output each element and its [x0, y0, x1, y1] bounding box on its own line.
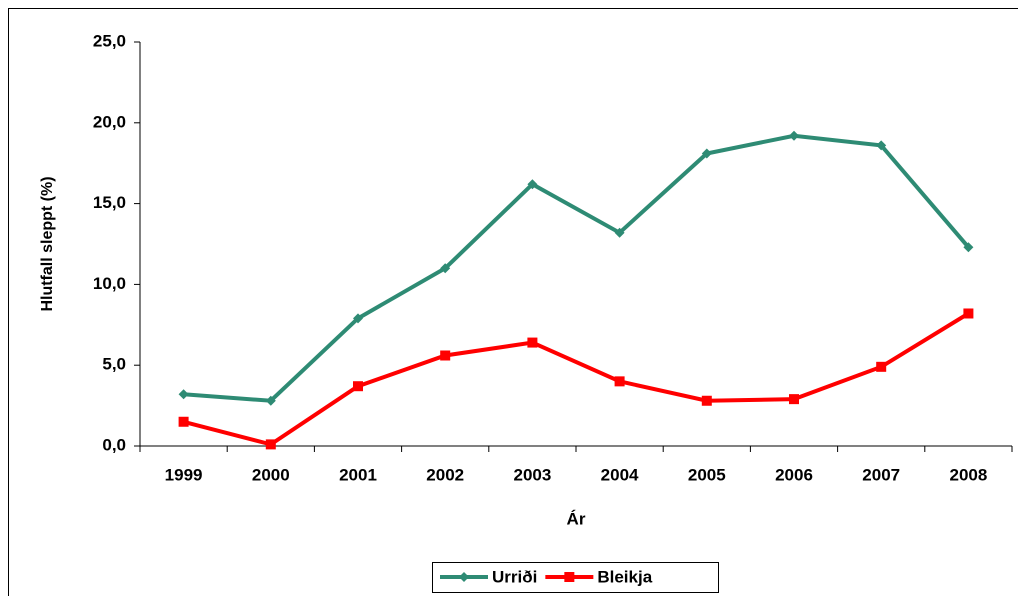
y-tick-label: 5,0 [102, 355, 126, 374]
marker [789, 131, 799, 141]
marker [876, 362, 886, 372]
x-tick-label: 2002 [426, 465, 464, 484]
marker [179, 417, 189, 427]
x-tick-label: 2004 [601, 465, 639, 484]
marker [353, 381, 363, 391]
marker [266, 439, 276, 449]
y-tick-label: 25,0 [93, 31, 126, 50]
x-tick-label: 2003 [513, 465, 551, 484]
legend-label: Bleikja [597, 567, 652, 586]
x-tick-label: 2006 [775, 465, 813, 484]
x-tick-label: 2008 [949, 465, 987, 484]
marker [179, 389, 189, 399]
x-tick-label: 2007 [862, 465, 900, 484]
marker [702, 396, 712, 406]
marker [564, 572, 574, 582]
legend-label: Urriði [492, 567, 537, 586]
y-tick-label: 10,0 [93, 274, 126, 293]
marker [527, 338, 537, 348]
chart-frame [9, 9, 1018, 597]
y-axis-label: Hlutfall sleppt (%) [39, 176, 56, 311]
x-tick-label: 2005 [688, 465, 726, 484]
x-tick-label: 2000 [252, 465, 290, 484]
x-axis-label: Ár [567, 509, 586, 528]
y-tick-label: 0,0 [102, 435, 126, 454]
y-tick-label: 15,0 [93, 193, 126, 212]
y-tick-label: 20,0 [93, 112, 126, 131]
marker [440, 351, 450, 361]
marker [615, 376, 625, 386]
x-tick-label: 2001 [339, 465, 377, 484]
x-tick-label: 1999 [165, 465, 203, 484]
marker [963, 308, 973, 318]
series-line [184, 313, 969, 444]
marker [789, 394, 799, 404]
